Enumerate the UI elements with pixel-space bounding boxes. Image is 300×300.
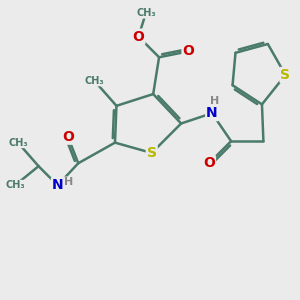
- Text: O: O: [182, 44, 194, 58]
- Text: CH₃: CH₃: [8, 138, 28, 148]
- Text: O: O: [62, 130, 74, 144]
- Text: CH₃: CH₃: [136, 8, 156, 18]
- Text: S: S: [147, 146, 157, 160]
- Text: N: N: [206, 106, 218, 120]
- Text: O: O: [203, 156, 215, 170]
- Text: H: H: [64, 177, 74, 188]
- Text: CH₃: CH₃: [85, 76, 104, 86]
- Text: O: O: [133, 30, 144, 44]
- Text: N: N: [52, 178, 64, 192]
- Text: H: H: [210, 96, 220, 106]
- Text: CH₃: CH₃: [5, 180, 25, 190]
- Text: S: S: [280, 68, 290, 82]
